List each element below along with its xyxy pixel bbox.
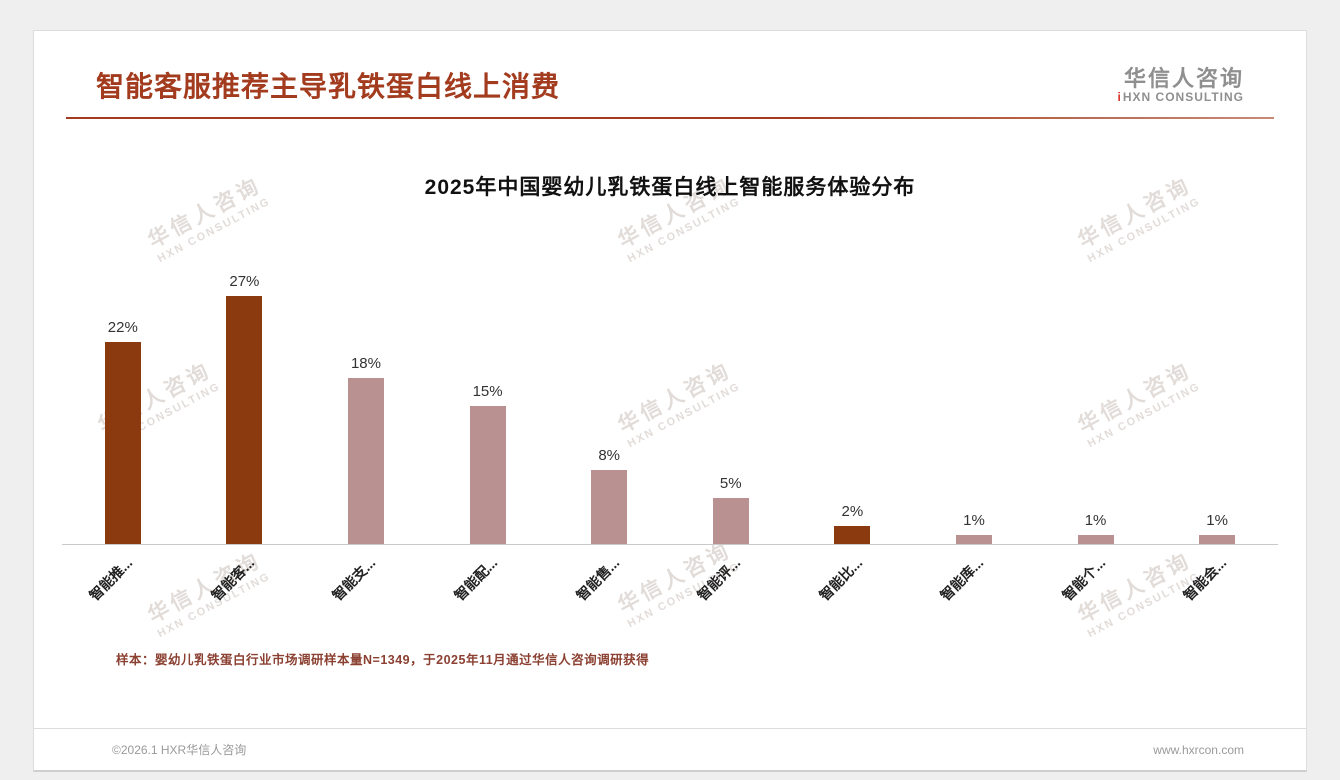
bar: [591, 470, 628, 544]
bar-group: 8%: [548, 215, 670, 544]
bar-value-label: 1%: [1206, 511, 1228, 529]
logo-en-label: HXN CONSULTING: [1122, 90, 1244, 105]
x-axis-tick: 智能库...: [913, 545, 1035, 645]
logo-en-text: iHXN CONSULTING: [1117, 90, 1244, 105]
x-axis-tick: 智能个...: [1035, 545, 1157, 645]
bar-group: 15%: [427, 215, 549, 544]
chart-title: 2025年中国婴幼儿乳铁蛋白线上智能服务体验分布: [424, 176, 916, 199]
bar-group: 1%: [1035, 215, 1157, 544]
bar-value-label: 5%: [719, 475, 742, 492]
sample-footnote: 样本：婴幼儿乳铁蛋白行业市场调研样本量N=1349，于2025年11月通过华信人…: [116, 653, 650, 667]
bar: [834, 525, 871, 544]
bar-value-label: 22%: [107, 318, 138, 336]
x-axis-tick: 智能客...: [184, 545, 306, 645]
bar: [104, 341, 141, 544]
x-axis-tick: 智能比...: [792, 545, 914, 645]
bar-value-label: 1%: [1084, 511, 1107, 529]
x-axis-label: 智能配...: [451, 554, 501, 604]
company-logo: 华信人咨询 iHXN CONSULTING: [1118, 66, 1244, 105]
x-axis-label: 智能个...: [1059, 554, 1109, 604]
header: 智能客服推荐主导乳铁蛋白线上消费 华信人咨询 iHXN CONSULTING: [34, 31, 1306, 117]
x-axis-tick: 智能配...: [427, 545, 549, 645]
bar: [226, 295, 263, 544]
title-underline: [66, 117, 1274, 119]
logo-cn-text: 华信人咨询: [1123, 65, 1244, 91]
bar: [347, 378, 384, 544]
x-axis-label: 智能比...: [815, 554, 866, 604]
website-link[interactable]: www.hxrcon.com: [1153, 742, 1244, 757]
bar-group: 5%: [670, 215, 792, 544]
bar-value-label: 1%: [963, 511, 985, 529]
x-axis-label: 智能评...: [694, 554, 744, 604]
copyright-text: ©2026.1 HXR华信人咨询: [112, 743, 247, 757]
page-title: 智能客服推荐主导乳铁蛋白线上消费: [96, 71, 561, 102]
x-axis-label: 智能客...: [207, 554, 258, 604]
bar: [469, 406, 506, 544]
bar-value-label: 18%: [350, 355, 381, 373]
bar-group: 2%: [792, 215, 914, 544]
x-axis-label: 智能售...: [572, 554, 622, 604]
bar-group: 27%: [184, 215, 306, 544]
x-axis-tick: 智能售...: [548, 545, 670, 645]
x-axis-label: 智能支...: [329, 554, 379, 604]
x-axis-tick: 智能评...: [670, 545, 792, 645]
bar: [1077, 534, 1114, 544]
bar-value-label: 8%: [598, 447, 621, 465]
bar-value-label: 15%: [472, 383, 503, 400]
bar-value-label: 27%: [229, 272, 260, 290]
x-axis-label: 智能会...: [1180, 554, 1230, 604]
bar-group: 22%: [62, 215, 184, 544]
slide-card: 华信人咨询 HXN CONSULTING 华信人咨询 HXN CONSULTING 华信…: [33, 30, 1307, 772]
logo-accent-icon: i: [1117, 90, 1122, 105]
x-axis-labels: 智能推... 智能客... 智能支... 智能配... 智能售... 智能评... 智能比.…: [62, 545, 1278, 645]
bar-group: 18%: [305, 215, 427, 544]
x-axis-tick: 智能推...: [62, 545, 184, 645]
x-axis-label: 智能库...: [937, 554, 987, 604]
bar: [712, 498, 749, 544]
bar: [1199, 534, 1236, 544]
bar-value-label: 2%: [841, 502, 864, 520]
x-axis-label: 智能推...: [86, 554, 136, 604]
x-axis-tick: 智能会...: [1156, 545, 1278, 645]
footer: ©2026.1 HXR华信人咨询 www.hxrcon.com: [34, 728, 1306, 770]
bar-chart: 22% 27% 18% 15% 8% 5% 2% 1% 1% 1%: [62, 215, 1278, 545]
bar-group: 1%: [913, 215, 1035, 544]
bar: [955, 534, 992, 544]
bar-group: 1%: [1156, 215, 1278, 544]
x-axis-tick: 智能支...: [305, 545, 427, 645]
